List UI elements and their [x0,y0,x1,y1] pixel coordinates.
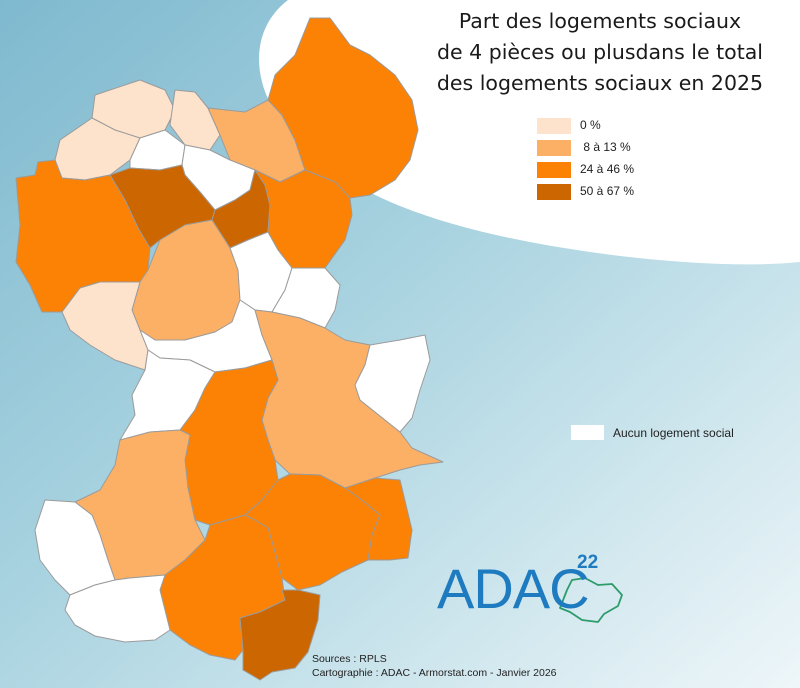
legend-label-0: 0 % [580,118,601,132]
adac-logo-number: 22 [577,552,599,573]
legend-swatch-no-data [571,425,604,440]
legend-label-2: 24 à 46 % [580,162,635,176]
sources-line-2: Cartographie : ADAC - Armorstat.com - Ja… [312,667,557,679]
legend-swatch-3 [537,184,571,200]
sources-line-1: Sources : RPLS [312,653,387,665]
adac-logo-word: ADAC [437,557,590,620]
title-cloud [259,0,800,265]
map-title-line-2: de 4 pièces ou plusdans le total [437,40,763,64]
commune-e3 [354,334,431,433]
legend-swatch-2 [537,162,571,178]
map-title-line-3: des logements sociaux en 2025 [436,71,764,95]
adac-logo-contour [559,577,623,623]
sources-note: Sources : RPLS Cartographie : ADAC - Arm… [312,652,557,680]
commune-e4 [344,477,413,561]
legend-label-1: 8 à 13 % [580,140,631,154]
legend-swatch-1 [537,140,571,156]
map-title-line-1: Part des logements sociaux [458,9,742,33]
commune-n2 [169,89,221,151]
commune-s3 [239,589,321,681]
legend-label-no-data: Aucun logement social [613,426,734,440]
map-title: Part des logements sociaux de 4 pièces o… [400,6,800,99]
commune-w1 [15,159,151,313]
legend-label-3: 50 à 67 % [580,184,635,198]
commune-e1 [254,169,353,269]
legend-swatch-0 [537,118,571,134]
commune-sw2 [64,574,171,643]
